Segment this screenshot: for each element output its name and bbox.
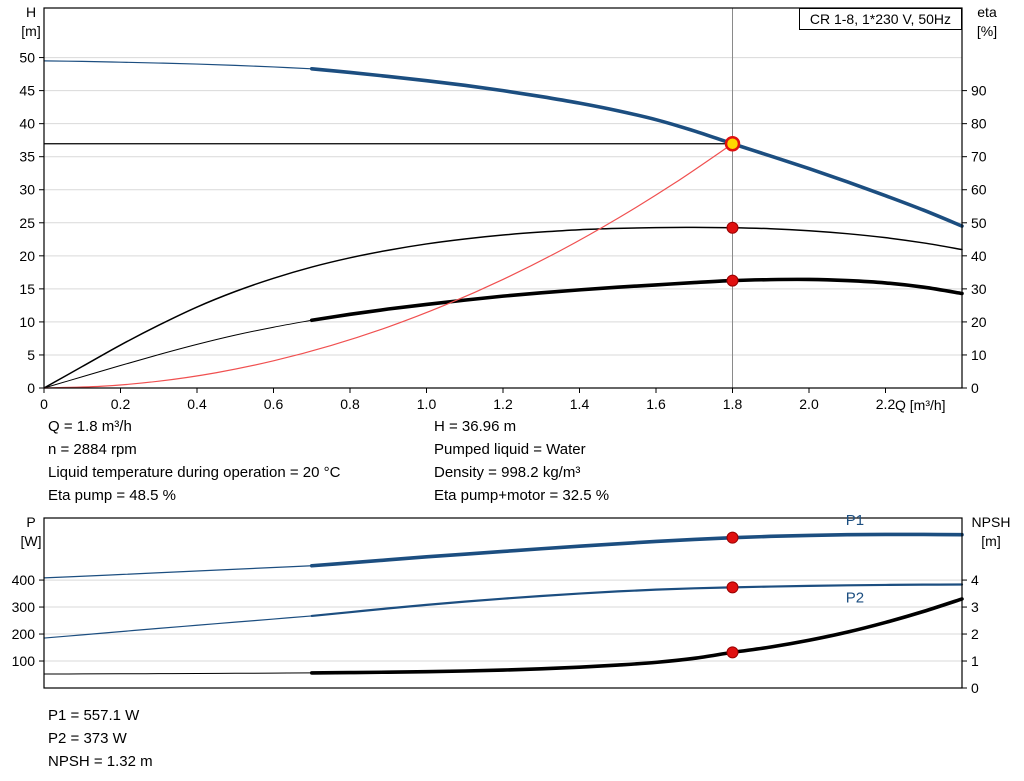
tick-label: 100 bbox=[12, 653, 36, 669]
npsh-curve bbox=[309, 597, 964, 675]
tick-label: 0.6 bbox=[264, 396, 284, 412]
tick-label: 0 bbox=[40, 396, 48, 412]
info-pumped-liquid: Pumped liquid = Water bbox=[434, 441, 586, 458]
tick-label: 1.4 bbox=[570, 396, 590, 412]
tick-label: 40 bbox=[971, 248, 987, 264]
plot-frame bbox=[43, 517, 963, 689]
info-speed: n = 2884 rpm bbox=[48, 441, 137, 458]
tick-label: 5 bbox=[27, 347, 35, 363]
plot-frame bbox=[43, 7, 963, 389]
info-flow: Q = 1.8 m³/h bbox=[48, 418, 132, 435]
npsh-axis-title-line1: NPSH bbox=[971, 514, 1011, 530]
chart-title-box: CR 1-8, 1*230 V, 50Hz bbox=[798, 8, 962, 30]
npsh-point bbox=[726, 646, 739, 659]
tick-label: 60 bbox=[971, 182, 987, 198]
tick-label: 4 bbox=[971, 572, 979, 588]
p2-point bbox=[726, 581, 739, 594]
power-info: P1 = 557.1 W P2 = 373 W NPSH = 1.32 m bbox=[48, 704, 153, 773]
eta-pump-point bbox=[726, 221, 739, 234]
curve-label-p2: P2 bbox=[846, 590, 864, 607]
hq-eta-chart: 0 5 10 15 20 25 30 35 40 45 50 0 10 20 30 40 50 60 70 80 90 0… bbox=[19, 7, 987, 412]
eta-axis-title-line1: eta bbox=[977, 4, 997, 20]
tick-label: 40 bbox=[19, 116, 35, 132]
tick-label: 90 bbox=[971, 83, 987, 99]
eta-axis-title: eta [%] bbox=[964, 3, 1010, 41]
tick-label: 10 bbox=[19, 314, 35, 330]
head-axis-title: H [m] bbox=[14, 3, 48, 41]
tick-label: 0.8 bbox=[340, 396, 360, 412]
eta-pump-motor-point bbox=[726, 274, 739, 287]
npsh-curve-extension bbox=[43, 672, 313, 675]
info-npsh: NPSH = 1.32 m bbox=[48, 753, 153, 770]
tick-label: 1.8 bbox=[723, 396, 743, 412]
tick-label: 0.4 bbox=[187, 396, 207, 412]
tick-label: 70 bbox=[971, 149, 987, 165]
tick-label: 50 bbox=[19, 50, 35, 66]
tick-label: 50 bbox=[971, 215, 987, 231]
tick-label: 0 bbox=[27, 380, 35, 396]
eta-axis-title-line2: [%] bbox=[976, 23, 998, 39]
tick-label: 2 bbox=[971, 626, 979, 642]
tick-label: 0.2 bbox=[111, 396, 131, 412]
duty-info-left: Q = 1.8 m³/h n = 2884 rpm Liquid tempera… bbox=[48, 415, 340, 507]
head-axis-title-line2: [m] bbox=[21, 23, 41, 39]
p2-curve-extension bbox=[43, 615, 313, 639]
tick-label: 45 bbox=[19, 83, 35, 99]
info-p2: P2 = 373 W bbox=[48, 730, 127, 747]
tick-label: 80 bbox=[971, 116, 987, 132]
info-eta-pump: Eta pump = 48.5 % bbox=[48, 487, 176, 504]
tick-label: 15 bbox=[19, 281, 35, 297]
tick-label: 1.2 bbox=[493, 396, 513, 412]
hq-curve-extension bbox=[43, 60, 313, 70]
tick-label: 1.0 bbox=[417, 396, 437, 412]
system-curve bbox=[43, 143, 734, 389]
info-eta-pump-motor: Eta pump+motor = 32.5 % bbox=[434, 487, 610, 504]
npsh-axis-title: NPSH [m] bbox=[962, 513, 1020, 551]
info-p1: P1 = 557.1 W bbox=[48, 707, 140, 724]
p2-curve bbox=[310, 583, 964, 618]
info-liquid-temperature: Liquid temperature during operation = 20… bbox=[48, 464, 341, 481]
power-axis-title-line2: [W] bbox=[20, 533, 42, 549]
tick-label: 35 bbox=[19, 149, 35, 165]
power-npsh-chart: 100 200 300 400 0 1 2 3 4 P1 P2 bbox=[12, 512, 979, 696]
p1-curve bbox=[309, 532, 964, 568]
power-axis-title-line1: P bbox=[26, 514, 36, 530]
tick-label: 10 bbox=[971, 347, 987, 363]
tick-label: 30 bbox=[971, 281, 987, 297]
duty-point[interactable] bbox=[724, 135, 741, 152]
npsh-axis-title-line2: [m] bbox=[981, 533, 1001, 549]
p1-point bbox=[726, 531, 739, 544]
tick-label: 400 bbox=[12, 572, 36, 588]
curve-label-p1: P1 bbox=[846, 512, 864, 529]
info-head: H = 36.96 m bbox=[434, 418, 517, 435]
p1-curve-extension bbox=[43, 565, 313, 579]
tick-label: 1.6 bbox=[646, 396, 666, 412]
eta-pump-motor-extension bbox=[43, 319, 313, 389]
tick-label: 2.0 bbox=[799, 396, 819, 412]
tick-label: 300 bbox=[12, 599, 36, 615]
head-axis-title-line1: H bbox=[25, 4, 37, 20]
tick-label: 200 bbox=[12, 626, 36, 642]
tick-label: 20 bbox=[19, 248, 35, 264]
tick-label: 3 bbox=[971, 599, 979, 615]
hq-curve bbox=[309, 67, 964, 228]
tick-label: 30 bbox=[19, 182, 35, 198]
duty-info-right: H = 36.96 m Pumped liquid = Water Densit… bbox=[434, 415, 609, 507]
tick-label: 2.2 bbox=[876, 396, 896, 412]
tick-label: 25 bbox=[19, 215, 35, 231]
power-axis-title: P [W] bbox=[14, 513, 48, 551]
tick-label: 1 bbox=[971, 653, 979, 669]
flow-axis-title: Q [m³/h] bbox=[895, 397, 946, 413]
tick-label: 0 bbox=[971, 380, 979, 396]
tick-label: 0 bbox=[971, 680, 979, 696]
info-density: Density = 998.2 kg/m³ bbox=[434, 464, 581, 481]
eta-pump-motor-curve bbox=[309, 277, 964, 323]
tick-label: 20 bbox=[971, 314, 987, 330]
eta-pump-curve bbox=[43, 226, 963, 389]
